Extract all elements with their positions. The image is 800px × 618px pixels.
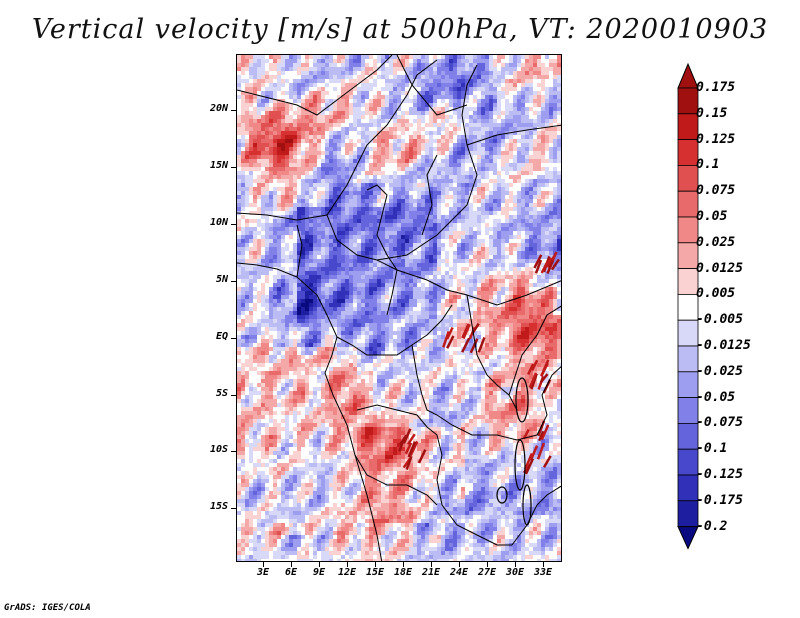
colorbar-swatch [677,242,699,270]
colorbar-label: -0.05 [696,389,736,405]
lon-tick-label: 24E [449,567,469,578]
lat-tick [231,508,236,509]
vertical-velocity-field [237,55,561,561]
colorbar-label: 0.0125 [696,260,743,276]
lat-tick [231,224,236,225]
colorbar-label: -0.125 [696,467,743,482]
lon-tick [459,562,460,567]
colorbar [677,62,699,550]
colorbar-label: -0.0125 [696,338,751,353]
colorbar-label: 0.175 [696,80,736,95]
lon-tick [375,562,376,567]
colorbar-label: 0.05 [696,209,728,224]
map-plot-area [236,54,562,562]
colorbar-label: -0.075 [696,415,743,431]
colorbar-swatch [677,190,699,218]
strong-updraft-cells [398,251,560,475]
colorbar-label: -0.175 [696,492,743,508]
colorbar-swatch [677,474,699,502]
lon-tick [291,562,292,567]
colorbar-swatch [677,422,699,450]
lon-tick-label: 6E [284,567,298,578]
colorbar-label: 0.005 [696,286,736,302]
lat-tick-label: 15N [209,160,228,171]
velocity-shading [237,55,561,561]
colorbar-swatch [677,165,699,192]
colorbar-bottom-arrow [677,526,699,550]
colorbar-swatch [677,293,699,321]
colorbar-label: -0.005 [696,312,743,328]
lat-tick-label: 20N [209,103,228,114]
colorbar-swatch [677,319,699,347]
lat-tick [231,110,236,111]
colorbar-label: 0.075 [696,183,736,199]
colorbar-label: 0.1 [696,157,720,173]
lon-tick [515,562,516,567]
lon-tick [319,562,320,567]
colorbar-label: 0.025 [696,234,736,250]
colorbar-swatch [677,397,699,424]
lon-tick-label: 27E [477,567,497,578]
lat-tick [231,338,236,339]
lat-tick-label: EQ [215,331,228,342]
colorbar-swatch [677,139,699,166]
grads-credit: GrADS: IGES/COLA [4,603,91,613]
lon-tick [431,562,432,567]
lon-tick-label: 9E [312,567,326,578]
lon-tick-label: 18E [393,567,413,578]
colorbar-swatch [677,500,699,527]
colorbar-swatch [677,216,699,244]
colorbar-swatch [677,448,699,476]
lat-tick [231,451,236,452]
country-borders [237,55,561,561]
lon-tick [543,562,544,567]
colorbar-label: 0.125 [696,131,736,147]
lon-tick-label: 12E [337,567,357,578]
lat-tick [231,395,236,396]
lat-tick-label: 5N [215,274,228,285]
colorbar-swatch [677,87,699,115]
lat-tick-label: 15S [209,501,228,512]
lon-tick-label: 21E [421,567,441,578]
lon-tick [487,562,488,567]
lon-tick-label: 30E [505,567,525,578]
lon-tick-label: 3E [256,567,270,578]
colorbar-label: 0.15 [696,105,728,121]
lon-tick [347,562,348,567]
lat-tick-label: 5S [215,388,228,399]
colorbar-label: -0.025 [696,363,743,379]
lon-tick-label: 15E [365,567,385,578]
lat-tick [231,281,236,282]
colorbar-swatch [677,345,699,373]
colorbar-label: -0.1 [696,441,728,457]
lat-tick-label: 10N [209,217,228,228]
lon-tick-label: 33E [533,567,553,578]
colorbar-swatch [677,113,699,140]
colorbar-swatch [677,268,699,295]
lat-tick [231,167,236,168]
lon-tick [263,562,264,567]
colorbar-swatch [677,371,699,398]
lon-tick [403,562,404,567]
map-title: Vertical velocity [m/s] at 500hPa, VT: 2… [31,14,769,45]
colorbar-top-arrow [677,62,699,89]
colorbar-label: -0.2 [696,518,728,534]
lat-tick-label: 10S [209,444,228,455]
